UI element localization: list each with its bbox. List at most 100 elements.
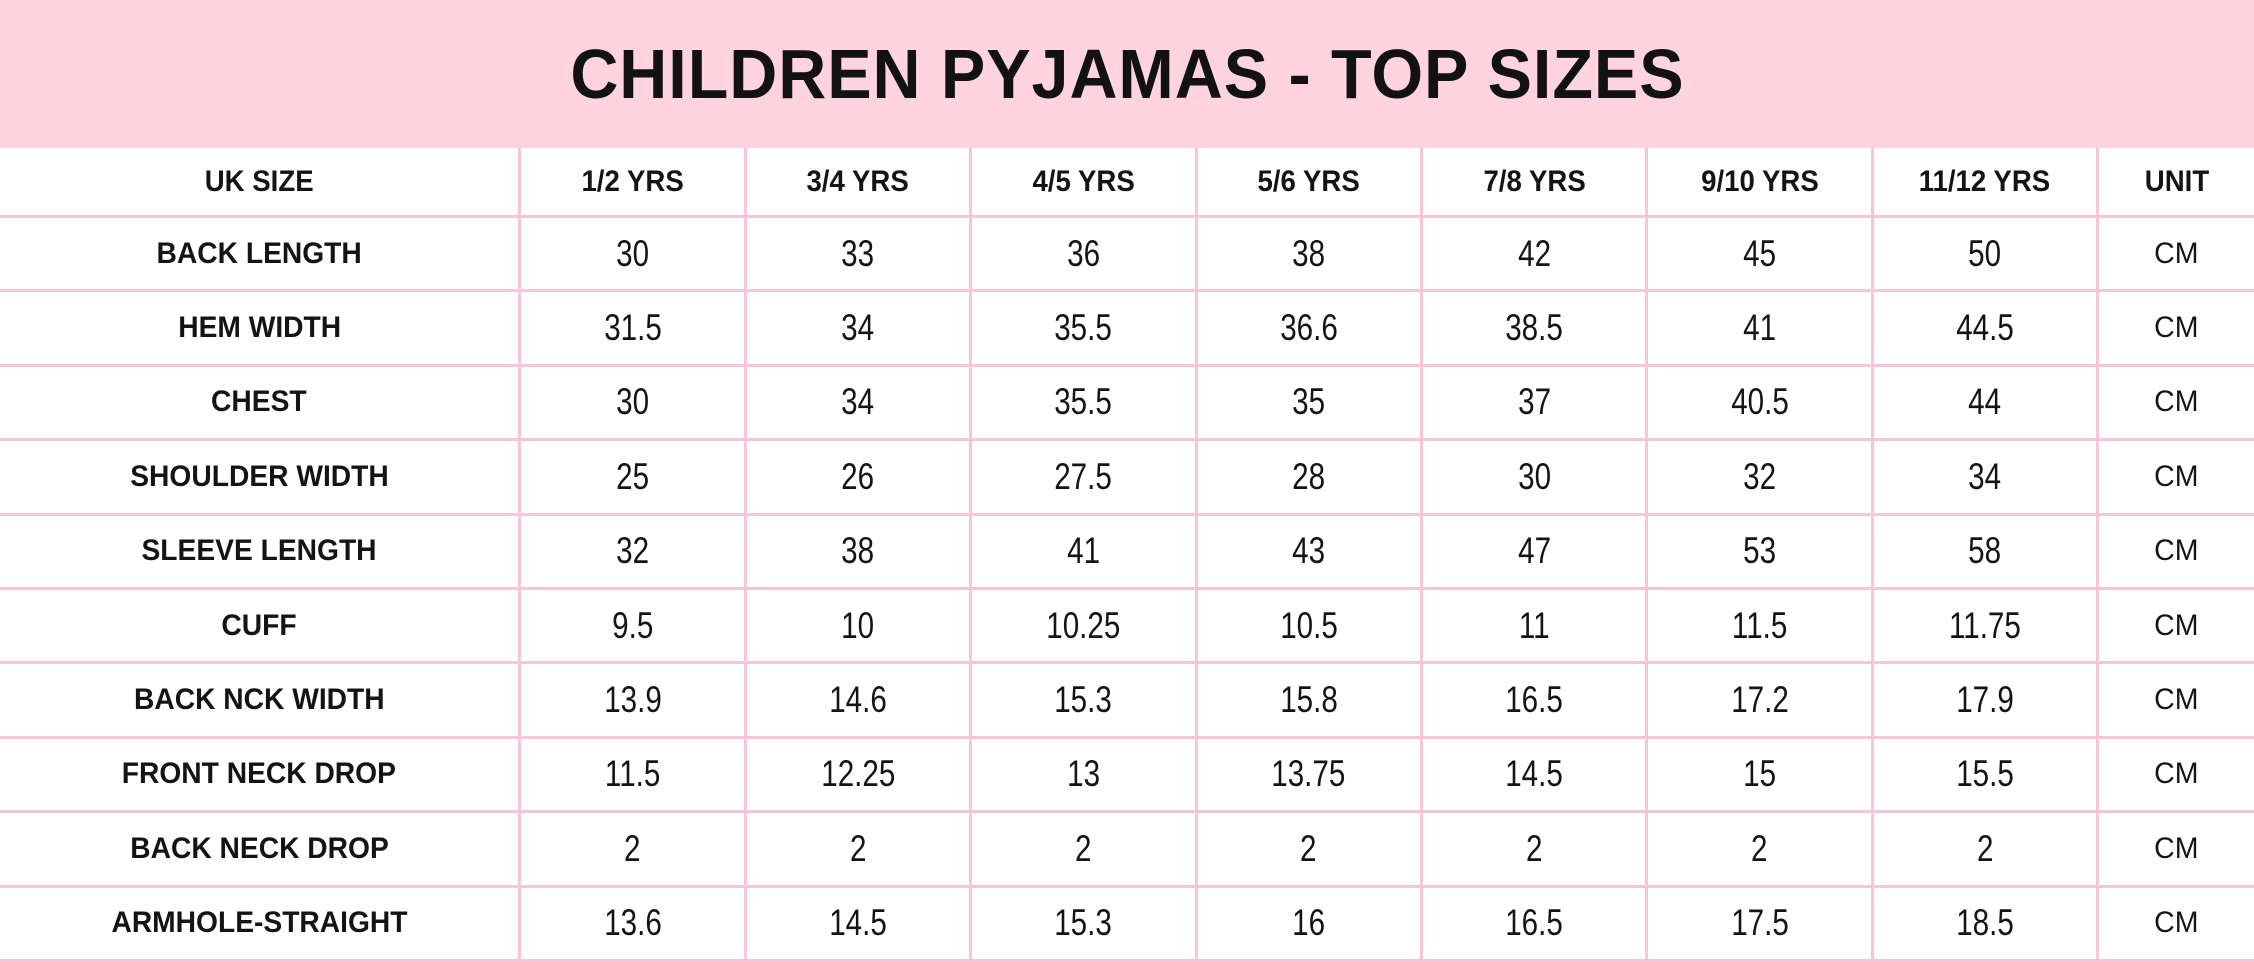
- value-cell-text: 14.6: [829, 679, 887, 721]
- value-cell-text: 30: [616, 232, 650, 274]
- value-cell: 15.3: [969, 887, 1195, 962]
- value-cell-text: 35: [1292, 381, 1326, 423]
- row-label: BACK NCK WIDTH: [0, 664, 519, 739]
- value-cell-text: 17.5: [1730, 902, 1789, 944]
- value-cell-text: 14.5: [1505, 753, 1563, 795]
- value-cell: 34: [1870, 441, 2097, 516]
- row-label-text: ARMHOLE-STRAIGHT: [111, 906, 408, 940]
- value-cell: 53: [1645, 515, 1871, 590]
- column-header-text: 1/2 YRS: [581, 164, 684, 198]
- value-cell: 2: [518, 813, 744, 888]
- value-cell-text: 42: [1517, 232, 1551, 274]
- value-cell-text: 15.8: [1279, 679, 1338, 721]
- value-cell: 14.5: [1419, 738, 1646, 814]
- value-cell: 2: [1419, 813, 1646, 888]
- value-cell-text: 2: [849, 827, 867, 869]
- value-cell: 30: [1419, 441, 1646, 516]
- value-cell-text: 14.5: [829, 902, 887, 944]
- value-cell-text: 13.6: [603, 902, 662, 944]
- value-cell: 16.5: [1419, 887, 1646, 962]
- value-cell: 43: [1194, 515, 1420, 590]
- value-cell-text: 13.9: [603, 679, 662, 721]
- value-cell: 13: [969, 738, 1195, 814]
- value-cell: 44: [1870, 366, 2097, 442]
- row-label: CUFF: [0, 590, 519, 665]
- row-label: HEM WIDTH: [0, 292, 519, 367]
- value-cell-text: 35.5: [1054, 307, 1113, 349]
- value-cell-text: 34: [841, 307, 875, 349]
- value-cell: 16.5: [1419, 664, 1646, 739]
- value-cell-text: 50: [1968, 232, 2002, 274]
- value-cell: 2: [1645, 813, 1871, 888]
- value-cell: 37: [1419, 366, 1646, 442]
- row-label: SHOULDER WIDTH: [0, 441, 519, 516]
- value-cell-text: 15: [1743, 753, 1777, 795]
- value-cell: 35.5: [969, 366, 1195, 442]
- value-cell: 36: [969, 218, 1195, 293]
- value-cell-text: 34: [841, 381, 875, 423]
- value-cell: 44.5: [1870, 292, 2097, 367]
- row-label: SLEEVE LENGTH: [0, 515, 519, 590]
- value-cell-text: 34: [1968, 455, 2002, 497]
- value-cell: 50: [1870, 218, 2097, 293]
- value-cell: 58: [1870, 515, 2097, 590]
- value-cell-text: 16: [1292, 902, 1326, 944]
- value-cell: 35.5: [969, 292, 1195, 367]
- value-cell-text: 2: [1525, 827, 1543, 869]
- row-label-text: SHOULDER WIDTH: [129, 459, 389, 493]
- unit-cell: CM: [2096, 813, 2254, 888]
- value-cell-text: 17.9: [1956, 679, 2014, 721]
- value-cell: 32: [1645, 441, 1871, 516]
- row-label-text: CUFF: [221, 608, 297, 642]
- row-label: BACK NECK DROP: [0, 813, 519, 888]
- row-label-text: BACK NCK WIDTH: [133, 683, 385, 717]
- value-cell-text: 11.5: [1731, 604, 1788, 646]
- unit-cell: CM: [2096, 441, 2254, 516]
- page-title: CHILDREN PYJAMAS - TOP SIZES: [569, 35, 1685, 113]
- value-cell-text: 30: [1517, 455, 1551, 497]
- value-cell: 18.5: [1870, 887, 2097, 962]
- row-label: CHEST: [0, 366, 519, 442]
- value-cell: 41: [969, 515, 1195, 590]
- column-header: 7/8 YRS: [1419, 148, 1646, 218]
- row-label-text: CHEST: [211, 385, 307, 419]
- row-label: FRONT NECK DROP: [0, 738, 519, 814]
- value-cell: 15.5: [1870, 738, 2097, 814]
- column-header-text: 4/5 YRS: [1032, 164, 1135, 198]
- value-cell-text: 11.5: [604, 753, 661, 795]
- value-cell: 47: [1419, 515, 1646, 590]
- column-header: UNIT: [2096, 148, 2254, 218]
- unit-cell-text: CM: [2154, 683, 2199, 717]
- row-label-text: SLEEVE LENGTH: [141, 534, 377, 568]
- value-cell: 13.6: [518, 887, 744, 962]
- value-cell: 2: [969, 813, 1195, 888]
- value-cell: 25: [518, 441, 744, 516]
- value-cell: 12.25: [743, 738, 970, 814]
- value-cell: 30: [518, 366, 744, 442]
- value-cell-text: 15.3: [1054, 679, 1113, 721]
- value-cell-text: 43: [1292, 530, 1326, 572]
- row-label-text: BACK NECK DROP: [129, 831, 389, 865]
- value-cell: 2: [743, 813, 970, 888]
- value-cell-text: 40.5: [1730, 381, 1789, 423]
- unit-cell: CM: [2096, 366, 2254, 442]
- value-cell-text: 27.5: [1054, 455, 1113, 497]
- value-cell: 40.5: [1645, 366, 1871, 442]
- value-cell-text: 11: [1518, 604, 1550, 646]
- value-cell: 17.5: [1645, 887, 1871, 962]
- unit-cell-text: CM: [2154, 385, 2199, 419]
- value-cell-text: 2: [1075, 827, 1092, 869]
- value-cell-text: 38: [1292, 232, 1326, 274]
- value-cell-text: 12.25: [820, 753, 896, 795]
- value-cell-text: 18.5: [1956, 902, 2014, 944]
- value-cell: 36.6: [1194, 292, 1420, 367]
- value-cell-text: 28: [1292, 455, 1326, 497]
- value-cell-text: 25: [616, 455, 650, 497]
- value-cell: 31.5: [518, 292, 744, 367]
- value-cell: 2: [1870, 813, 2097, 888]
- value-cell: 35: [1194, 366, 1420, 442]
- column-header: 5/6 YRS: [1194, 148, 1420, 218]
- value-cell-text: 36: [1066, 232, 1100, 274]
- value-cell-text: 33: [841, 232, 875, 274]
